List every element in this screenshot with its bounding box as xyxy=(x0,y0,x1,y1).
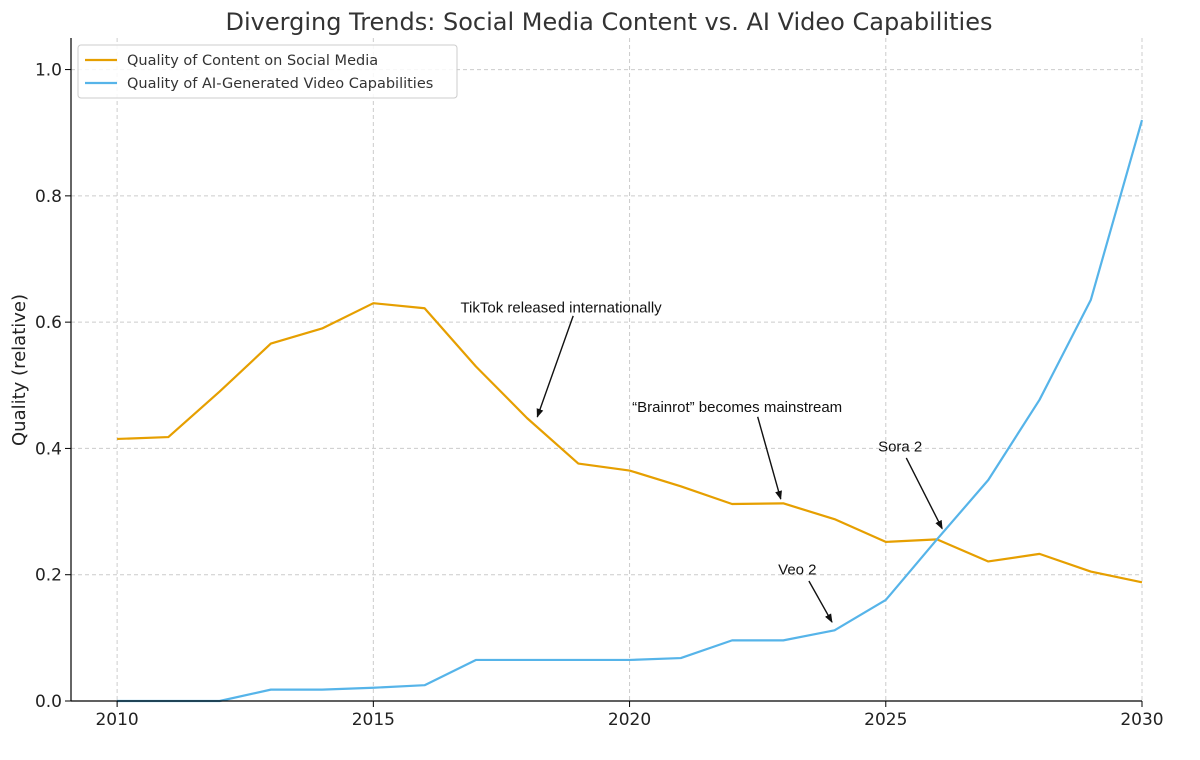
annotation-text-1: TikTok released internationally xyxy=(460,300,662,317)
annotation-arrow-1 xyxy=(536,315,574,418)
series-line-1 xyxy=(117,302,1143,584)
legend-label-1: Quality of Content on Social Media xyxy=(127,53,378,69)
x-tick-label: 2020 xyxy=(608,710,651,730)
grid xyxy=(71,38,1143,702)
chart-title: Diverging Trends: Social Media Content v… xyxy=(226,8,993,36)
legend-frame xyxy=(77,44,458,99)
y-tick-label: 0.4 xyxy=(35,439,62,459)
y-tick-label: 0.6 xyxy=(35,313,62,333)
annotation-arrow-3 xyxy=(905,457,943,530)
y-tick-label: 1.0 xyxy=(35,61,62,81)
x-tick-label: 2010 xyxy=(95,710,138,730)
axes: 2010 2015 2020 2025 2030 0.0 0.2 0.4 0.6 0.8 1.0 xyxy=(35,38,1164,730)
y-tick-label: 0.8 xyxy=(35,187,62,207)
annotation-text-2: “Brainrot” becomes mainstream xyxy=(632,399,842,416)
x-tick-label: 2025 xyxy=(864,710,907,730)
annotation-text-3: Sora 2 xyxy=(878,439,922,456)
y-tick-label: 0.2 xyxy=(35,566,62,586)
y-axis-label: Quality (relative) xyxy=(9,294,30,446)
series-line-2 xyxy=(117,119,1144,703)
legend: Quality of Content on Social Media Qualit… xyxy=(77,44,458,99)
x-tick-label: 2030 xyxy=(1120,710,1163,730)
y-tick-label: 0.0 xyxy=(35,692,62,712)
series-lines xyxy=(117,119,1144,703)
annotation-text-4: Veo 2 xyxy=(778,562,816,579)
annotations: TikTok released internationally “Brainrot… xyxy=(460,300,943,623)
annotation-arrow-2 xyxy=(756,416,782,500)
legend-label-2: Quality of AI-Generated Video Capabiliti… xyxy=(127,76,433,92)
annotation-arrow-4 xyxy=(808,580,833,623)
x-tick-label: 2015 xyxy=(352,710,395,730)
